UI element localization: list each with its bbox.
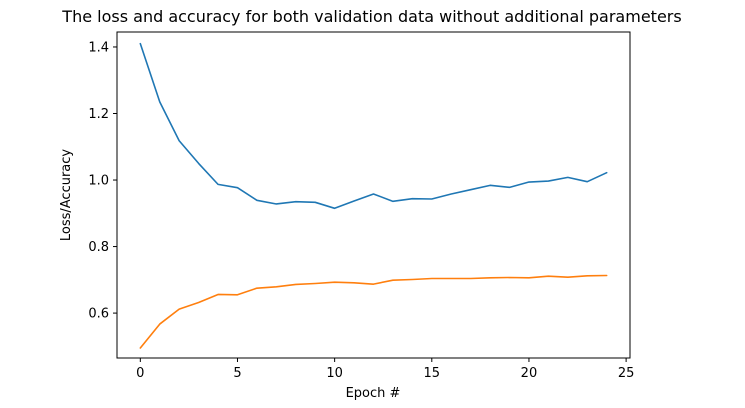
x-tick-label: 10	[326, 366, 343, 381]
y-axis: 0.6 0.8 1.0 1.2 1.4	[88, 40, 117, 322]
y-tick-label: 0.6	[88, 307, 109, 322]
x-tick-label: 5	[233, 366, 241, 381]
y-axis-label: Loss/Accuracy	[59, 149, 74, 242]
x-tick-label: 15	[424, 366, 441, 381]
plot-frame	[116, 31, 631, 359]
x-tick-label: 0	[136, 366, 144, 381]
x-axis: 0 5 10 15 20 25	[136, 358, 634, 381]
x-tick-label: 25	[618, 366, 635, 381]
y-tick-label: 1.2	[88, 107, 109, 122]
y-tick-label: 1.4	[88, 40, 109, 55]
y-tick-label: 0.8	[88, 240, 109, 255]
y-tick-label: 1.0	[88, 174, 109, 189]
chart-title: The loss and accuracy for both validatio…	[61, 7, 681, 26]
x-tick-label: 20	[521, 366, 538, 381]
series-line-2	[139, 274, 608, 349]
series-line-1	[139, 42, 608, 210]
series-layer	[139, 42, 608, 349]
x-axis-label: Epoch #	[346, 386, 401, 401]
